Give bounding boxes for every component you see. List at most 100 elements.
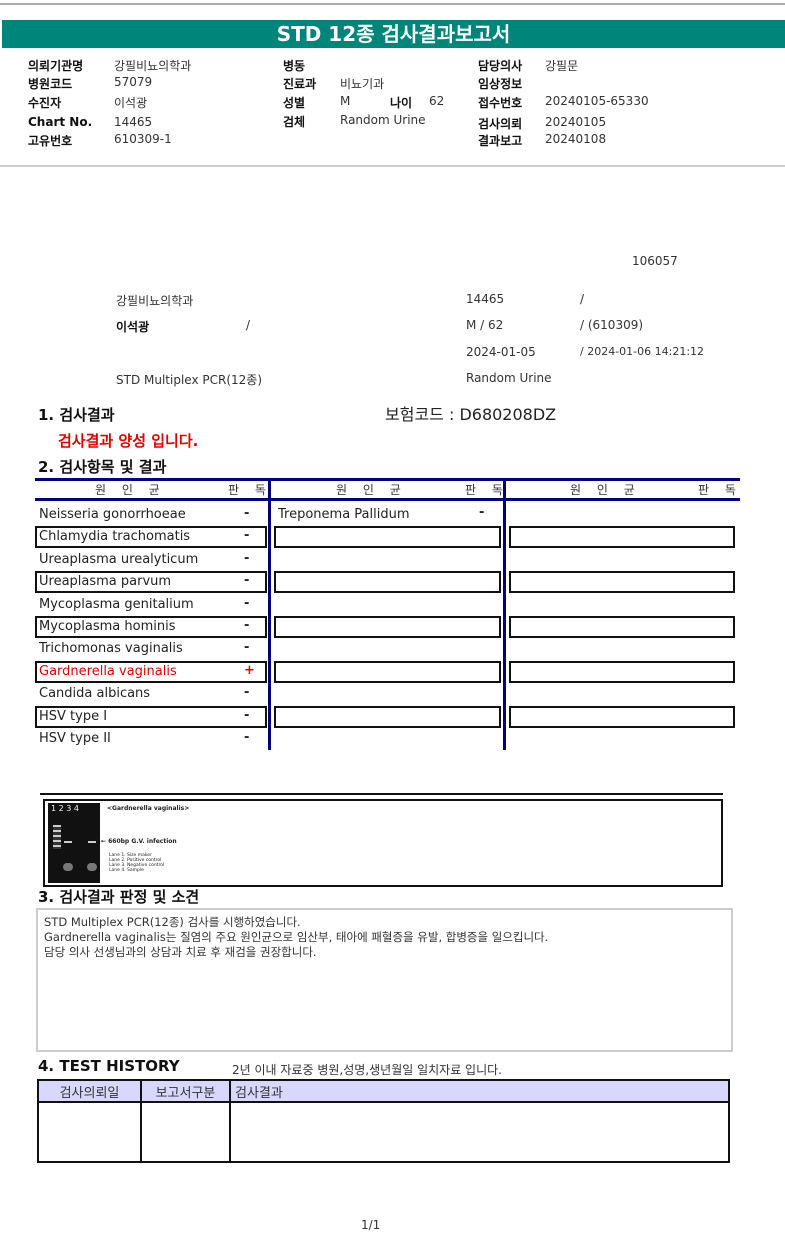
row-box bbox=[509, 526, 735, 549]
header-result: 판 독 bbox=[228, 483, 272, 497]
info-label: 병동 bbox=[283, 59, 306, 73]
info-label: 성별 bbox=[283, 96, 306, 110]
result-value: - bbox=[244, 640, 250, 656]
organism-name: Trichomonas vaginalis bbox=[39, 641, 183, 657]
history-cell bbox=[140, 1101, 231, 1163]
gel-legend: Lane 1. Size maker Lane 2. Positive contr… bbox=[109, 853, 164, 873]
gel-band-label: ← 660bp G.V. infection bbox=[101, 838, 177, 845]
history-cell bbox=[37, 1101, 142, 1163]
receipt-date: 2024-01-05 bbox=[466, 345, 536, 359]
section3-title: 3. 검사결과 판정 및 소견 bbox=[38, 888, 200, 906]
row-box bbox=[274, 616, 501, 638]
result-value: + bbox=[244, 662, 255, 678]
result-value: - bbox=[244, 618, 250, 633]
row-box bbox=[274, 571, 501, 594]
gel-legend-item: Lane 1. Size maker bbox=[109, 853, 152, 858]
header-organism: 원 인 균 bbox=[570, 483, 641, 497]
slash: / bbox=[580, 292, 585, 306]
organism-name: Neisseria gonorrhoeae bbox=[39, 507, 186, 522]
info-value: 20240105-65330 bbox=[545, 94, 649, 108]
test-name: STD Multiplex PCR(12종) bbox=[116, 373, 262, 387]
gel-legend-item: Lane 3. Negative control bbox=[109, 863, 165, 868]
report-datetime: / 2024-01-06 14:21:12 bbox=[580, 345, 705, 358]
organism-name: Ureaplasma parvum bbox=[39, 574, 172, 590]
gel-legend-item: Lane 2. Positive control bbox=[109, 858, 162, 863]
history-cell bbox=[229, 1101, 730, 1163]
info-value: 강필비뇨의학과 bbox=[114, 59, 192, 73]
result-value: - bbox=[244, 506, 250, 521]
result-value: - bbox=[244, 528, 250, 544]
info-label: 의뢰기관명 bbox=[28, 59, 84, 73]
info-label: 수진자 bbox=[28, 96, 62, 110]
gel-photo: 1 2 3 4 bbox=[48, 803, 100, 883]
report-code: 106057 bbox=[632, 254, 678, 268]
hospital-name: 강필비뇨의학과 bbox=[116, 294, 194, 308]
info-value: 강필문 bbox=[545, 59, 579, 73]
slash: / bbox=[246, 318, 251, 332]
header-result: 판 독 bbox=[698, 483, 742, 497]
result-value: - bbox=[244, 685, 250, 701]
patient-name: 이석광 bbox=[116, 320, 150, 334]
info-label: 접수번호 bbox=[478, 96, 523, 110]
result-value: - bbox=[479, 505, 485, 520]
info-label: 결과보고 bbox=[478, 134, 523, 148]
info-value: Random Urine bbox=[340, 113, 426, 127]
divider bbox=[0, 165, 785, 167]
row-box bbox=[35, 616, 267, 638]
info-value: 비뇨기과 bbox=[340, 77, 385, 91]
row-box bbox=[509, 571, 735, 594]
row-box bbox=[509, 660, 735, 683]
row-box bbox=[274, 705, 501, 728]
organism-name: Treponema Pallidum bbox=[278, 507, 410, 522]
specimen: Random Urine bbox=[466, 371, 552, 385]
header-organism: 원 인 균 bbox=[95, 483, 166, 497]
birth: / (610309) bbox=[580, 318, 644, 332]
info-label: 임상정보 bbox=[478, 77, 523, 91]
result-value: - bbox=[244, 550, 250, 566]
organism-name: Chlamydia trachomatis bbox=[39, 529, 191, 545]
info-value: 610309-1 bbox=[114, 132, 172, 146]
opinion-box: STD Multiplex PCR(12종) 검사를 시행하였습니다. Gardn… bbox=[36, 908, 733, 1052]
opinion-line: 담당 의사 선생님과의 상담과 치료 후 재검을 권장합니다. bbox=[44, 945, 317, 959]
result-value: - bbox=[244, 573, 250, 589]
info-label: 고유번호 bbox=[28, 134, 73, 148]
section2-title: 2. 검사항목 및 결과 bbox=[38, 458, 167, 476]
info-value: 62 bbox=[429, 94, 445, 108]
result-value: - bbox=[244, 707, 250, 723]
result-value: - bbox=[244, 730, 250, 745]
result-value: - bbox=[244, 595, 250, 611]
opinion-line: STD Multiplex PCR(12종) 검사를 시행하였습니다. bbox=[44, 915, 301, 929]
header-result: 판 독 bbox=[465, 483, 509, 497]
history-header: 검사결과 bbox=[229, 1079, 730, 1103]
row-box bbox=[274, 660, 501, 683]
divider bbox=[40, 793, 723, 795]
section1-title: 1. 검사결과 bbox=[38, 406, 115, 424]
row-box bbox=[35, 660, 267, 683]
row-box bbox=[509, 616, 735, 638]
gel-legend-item: Lane 4. Sample bbox=[109, 868, 144, 873]
info-label: Chart No. bbox=[28, 115, 93, 129]
organism-name: HSV type II bbox=[39, 731, 111, 746]
gel-image-panel: 1 2 3 4 <Gardnerella vaginalis> ← 660bp … bbox=[43, 799, 723, 887]
row-box bbox=[509, 705, 735, 728]
organism-name: Mycoplasma hominis bbox=[39, 619, 176, 634]
info-value: 57079 bbox=[114, 75, 153, 89]
info-value: 20240105 bbox=[545, 115, 607, 129]
info-label: 진료과 bbox=[283, 77, 317, 91]
info-label: 검체 bbox=[283, 115, 306, 129]
info-value: 14465 bbox=[114, 115, 153, 129]
chart-no: 14465 bbox=[466, 292, 505, 306]
report-title: STD 12종 검사결과보고서 bbox=[2, 20, 785, 48]
top-border bbox=[0, 3, 785, 5]
row-box bbox=[274, 526, 501, 549]
history-table: 검사의뢰일 보고서구분 검사결과 bbox=[37, 1079, 730, 1163]
sex-age: M / 62 bbox=[466, 318, 504, 332]
organism-name: Ureaplasma urealyticum bbox=[39, 551, 199, 567]
header-organism: 원 인 균 bbox=[336, 483, 407, 497]
organism-name: Mycoplasma genitalium bbox=[39, 596, 194, 612]
history-note: 2년 이내 자료중 병원,성명,생년월일 일치자료 입니다. bbox=[232, 1063, 502, 1077]
insurance-code: 보험코드 : D680208DZ bbox=[385, 405, 557, 424]
gel-title: <Gardnerella vaginalis> bbox=[107, 805, 190, 812]
opinion-line: Gardnerella vaginalis는 질염의 주요 원인균으로 임산부,… bbox=[44, 930, 549, 944]
row-box bbox=[35, 705, 267, 728]
